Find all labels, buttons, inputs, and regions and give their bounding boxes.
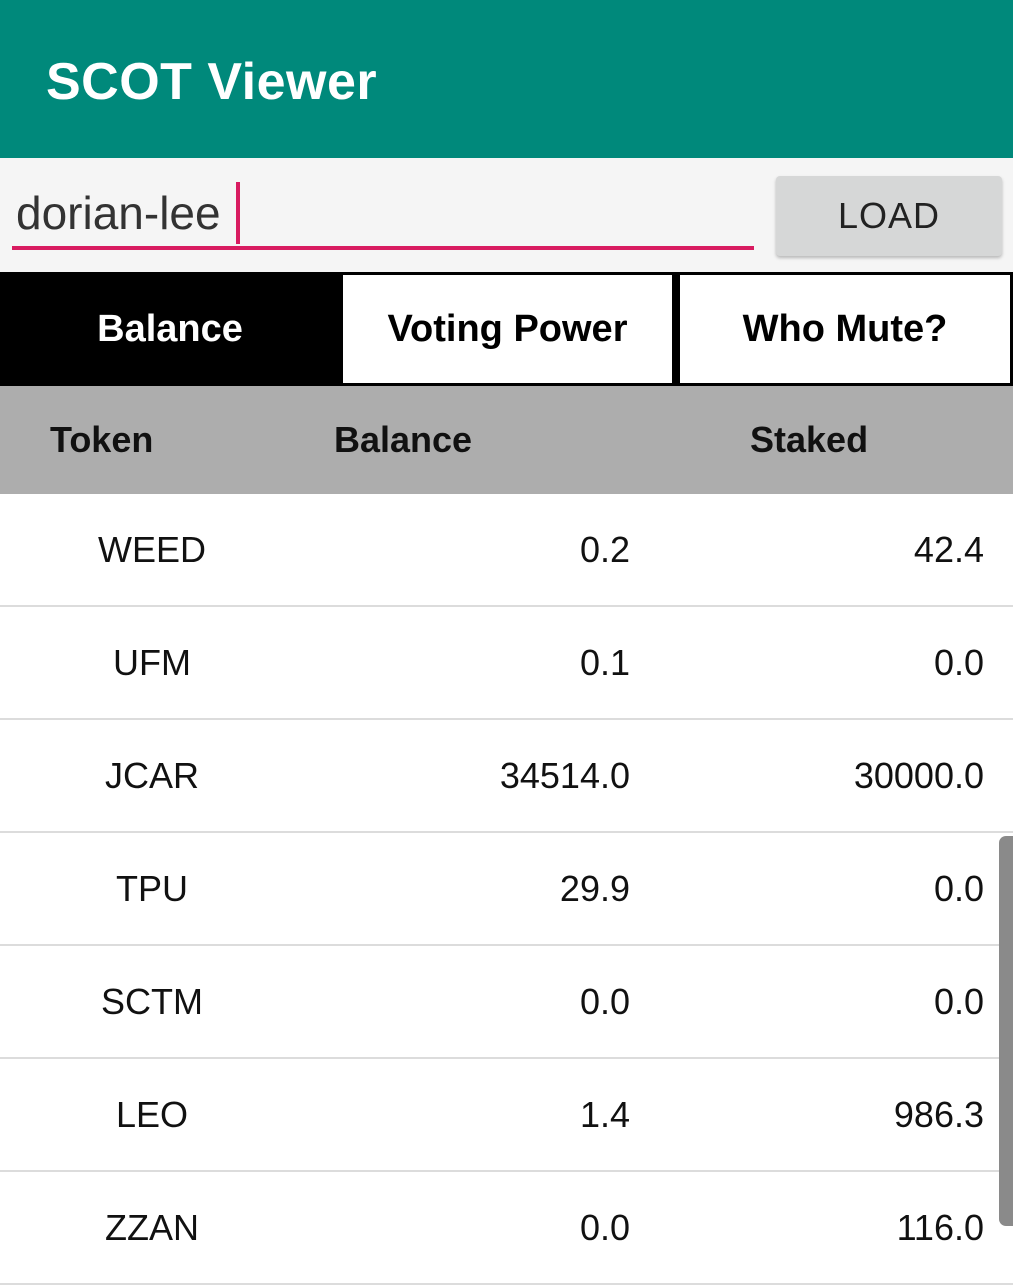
table-row[interactable]: ZZAN 0.0 116.0 bbox=[0, 1172, 1013, 1285]
tab-bar: Balance Voting Power Who Mute? bbox=[0, 272, 1013, 386]
staked-cell: 0.0 bbox=[933, 981, 984, 1022]
tab-balance[interactable]: Balance bbox=[0, 272, 340, 386]
tab-voting-power[interactable]: Voting Power bbox=[340, 272, 675, 386]
balance-cell: 29.9 bbox=[559, 868, 630, 909]
token-cell: WEED bbox=[98, 529, 206, 570]
table-row[interactable]: TPU 29.9 0.0 bbox=[0, 833, 1013, 946]
token-cell: ZZAN bbox=[105, 1207, 199, 1248]
token-cell: JCAR bbox=[104, 755, 199, 796]
balance-cell: 0.2 bbox=[579, 529, 630, 570]
staked-cell: 116.0 bbox=[896, 1207, 984, 1248]
balance-cell: 1.4 bbox=[579, 1094, 630, 1135]
column-header-balance: Balance bbox=[334, 419, 473, 460]
column-header-token: Token bbox=[50, 419, 154, 460]
balance-cell: 34514.0 bbox=[499, 755, 630, 796]
tab-who-mute[interactable]: Who Mute? bbox=[677, 272, 1013, 386]
scrollbar[interactable] bbox=[999, 836, 1013, 1226]
staked-cell: 0.0 bbox=[933, 642, 984, 683]
token-cell: UFM bbox=[113, 642, 191, 683]
app-bar: SCOT Viewer bbox=[0, 0, 1013, 158]
table-row[interactable]: JCAR 34514.0 30000.0 bbox=[0, 720, 1013, 833]
balance-cell: 0.1 bbox=[579, 642, 630, 683]
balance-cell: 0.0 bbox=[579, 981, 630, 1022]
text-cursor bbox=[236, 182, 240, 244]
load-button[interactable]: LOAD bbox=[776, 176, 1002, 256]
token-cell: SCTM bbox=[101, 981, 203, 1022]
token-list[interactable]: WEED 0.2 42.4 UFM 0.1 0.0 JCAR 34514.0 3… bbox=[0, 494, 1013, 1285]
staked-cell: 42.4 bbox=[913, 529, 984, 570]
username-input[interactable] bbox=[12, 180, 754, 250]
search-row: LOAD bbox=[0, 158, 1013, 272]
token-cell: TPU bbox=[116, 868, 188, 909]
table-row[interactable]: UFM 0.1 0.0 bbox=[0, 607, 1013, 720]
table-row[interactable]: LEO 1.4 986.3 bbox=[0, 1059, 1013, 1172]
app-title: SCOT Viewer bbox=[46, 53, 378, 111]
table-header: Token Balance Staked bbox=[0, 386, 1013, 494]
staked-cell: 0.0 bbox=[933, 868, 984, 909]
token-cell: LEO bbox=[115, 1094, 189, 1135]
staked-cell: 986.3 bbox=[893, 1094, 984, 1135]
table-row[interactable]: SCTM 0.0 0.0 bbox=[0, 946, 1013, 1059]
column-header-staked: Staked bbox=[750, 419, 869, 460]
staked-cell: 30000.0 bbox=[853, 755, 984, 796]
balance-cell: 0.0 bbox=[579, 1207, 630, 1248]
table-row[interactable]: WEED 0.2 42.4 bbox=[0, 494, 1013, 607]
